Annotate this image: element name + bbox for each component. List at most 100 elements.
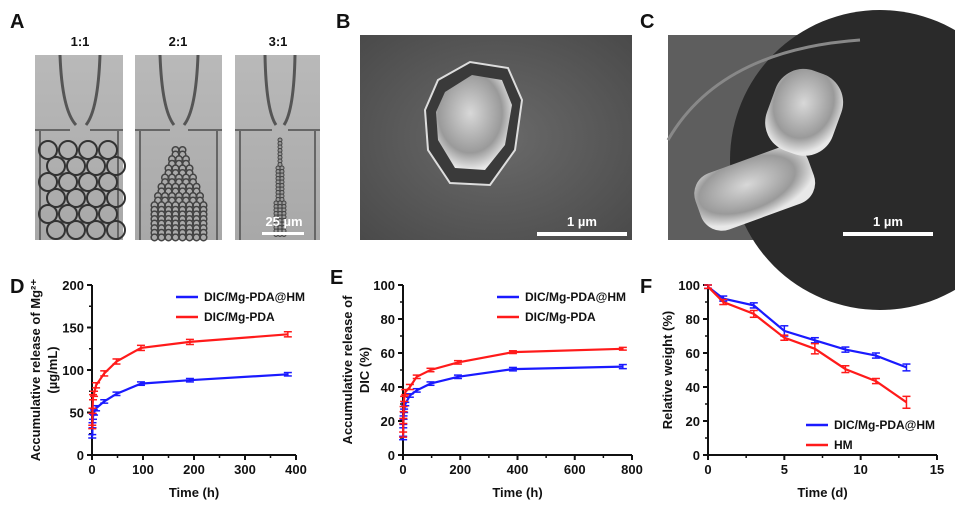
scale-bar-b: 1 µm <box>567 214 597 229</box>
data-point <box>871 352 880 359</box>
data-point <box>112 358 121 365</box>
data-point <box>88 424 97 430</box>
series-line <box>91 373 288 437</box>
data-point <box>399 431 408 438</box>
x-axis-title: Time (d) <box>797 485 847 500</box>
ratio-label-3: 3:1 <box>269 34 288 49</box>
legend-item: DIC/Mg-PDA <box>176 310 275 324</box>
y-tick-label: 100 <box>373 278 395 293</box>
legend-item: DIC/Mg-PDA@HM <box>806 418 935 432</box>
x-tick-label: 0 <box>88 462 95 477</box>
x-tick-label: 300 <box>234 462 256 477</box>
series-line <box>707 285 907 369</box>
series-line <box>402 365 623 439</box>
x-tick-label: 0 <box>399 462 406 477</box>
y-tick-label: 40 <box>686 380 700 395</box>
y-tick-label: 60 <box>381 346 395 361</box>
series-dic-mg-pda <box>88 331 292 430</box>
data-point <box>618 346 627 351</box>
x-tick-label: 100 <box>132 462 154 477</box>
chip-image-2 <box>135 54 222 242</box>
data-point <box>400 395 409 403</box>
data-point <box>453 374 462 380</box>
y-tick-label: 60 <box>686 346 700 361</box>
data-point <box>90 390 99 398</box>
scale-bar-a: 25 µm <box>265 214 302 229</box>
data-point <box>100 370 109 377</box>
y-axis-title: (µg/mL) <box>45 346 60 393</box>
y-tick-label: 100 <box>678 278 700 293</box>
legend-label: DIC/Mg-PDA@HM <box>204 290 305 304</box>
x-tick-label: 10 <box>853 462 867 477</box>
y-axis-title: DIC (%) <box>357 347 372 393</box>
data-point <box>453 359 462 365</box>
ratio-label-1: 1:1 <box>71 34 90 49</box>
y-tick-label: 200 <box>62 278 84 293</box>
x-tick-label: 200 <box>183 462 205 477</box>
x-tick-label: 800 <box>621 462 643 477</box>
y-axis-title: Accumulative release of <box>340 295 355 445</box>
y-axis-title: Accumulative release of Mg²⁺ <box>28 279 43 462</box>
data-point <box>89 393 98 401</box>
y-tick-label: 150 <box>62 321 84 336</box>
data-point <box>749 309 758 319</box>
data-point <box>426 381 435 387</box>
chart-f: 0 20 40 60 80 100 0 5 10 15 Time (d) Relative weigh… <box>660 278 944 500</box>
data-point <box>508 350 517 355</box>
y-tick-label: 100 <box>62 363 84 378</box>
panel-c-sem-image: 1 µm <box>666 10 955 310</box>
chart-e: 0 20 40 60 80 100 0 200 400 600 800 Time (h) Accumul… <box>340 278 643 500</box>
legend-item: DIC/Mg-PDA <box>497 310 596 324</box>
panel-label-d: D <box>10 276 24 298</box>
y-tick-label: 80 <box>381 312 395 327</box>
legend-label: DIC/Mg-PDA@HM <box>834 418 935 432</box>
chart-d: 0 50 100 150 200 0 100 200 300 400 Time (h) Accumul… <box>28 278 307 500</box>
y-tick-label: 20 <box>381 414 395 429</box>
x-tick-label: 600 <box>564 462 586 477</box>
data-point <box>618 363 627 370</box>
panel-label-c: C <box>640 11 654 33</box>
data-point <box>508 366 517 372</box>
ratio-label-2: 2:1 <box>169 34 188 49</box>
data-point <box>283 371 292 377</box>
x-tick-label: 200 <box>449 462 471 477</box>
data-point <box>92 382 101 389</box>
panel-label-a: A <box>10 11 24 33</box>
data-point <box>88 407 97 415</box>
data-point <box>704 284 712 290</box>
x-tick-label: 5 <box>781 462 788 477</box>
legend-label: DIC/Mg-PDA <box>525 310 596 324</box>
data-point <box>810 342 819 355</box>
chip-image-1 <box>35 54 126 240</box>
data-point <box>401 401 410 407</box>
panel-label-f: F <box>640 276 652 298</box>
y-tick-label: 80 <box>686 312 700 327</box>
x-tick-label: 0 <box>704 462 711 477</box>
data-point <box>841 346 850 353</box>
panel-b-sem-image: 1 µm <box>360 35 632 240</box>
y-tick-label: 50 <box>70 406 84 421</box>
panel-label-b: B <box>336 11 350 33</box>
data-point <box>100 399 109 404</box>
data-point <box>399 405 408 413</box>
data-point <box>426 367 435 373</box>
data-point <box>405 393 414 398</box>
data-point <box>412 387 421 393</box>
y-tick-label: 40 <box>381 380 395 395</box>
scale-bar-c: 1 µm <box>873 214 903 229</box>
y-tick-label: 0 <box>388 448 395 463</box>
data-point <box>136 381 145 387</box>
x-tick-label: 15 <box>930 462 944 477</box>
series-dic-mg-pda-hm <box>399 363 627 441</box>
y-tick-label: 20 <box>686 414 700 429</box>
legend-label: DIC/Mg-PDA@HM <box>525 290 626 304</box>
legend-label: DIC/Mg-PDA <box>204 310 275 324</box>
series-line <box>402 347 623 435</box>
data-point <box>283 331 292 338</box>
data-point <box>88 433 97 439</box>
x-axis-title: Time (h) <box>492 485 542 500</box>
legend-item: DIC/Mg-PDA@HM <box>176 290 305 304</box>
data-point <box>185 377 194 383</box>
panel-a-microfluidics: 1:1 2:1 3:1 25 µm <box>35 34 320 242</box>
